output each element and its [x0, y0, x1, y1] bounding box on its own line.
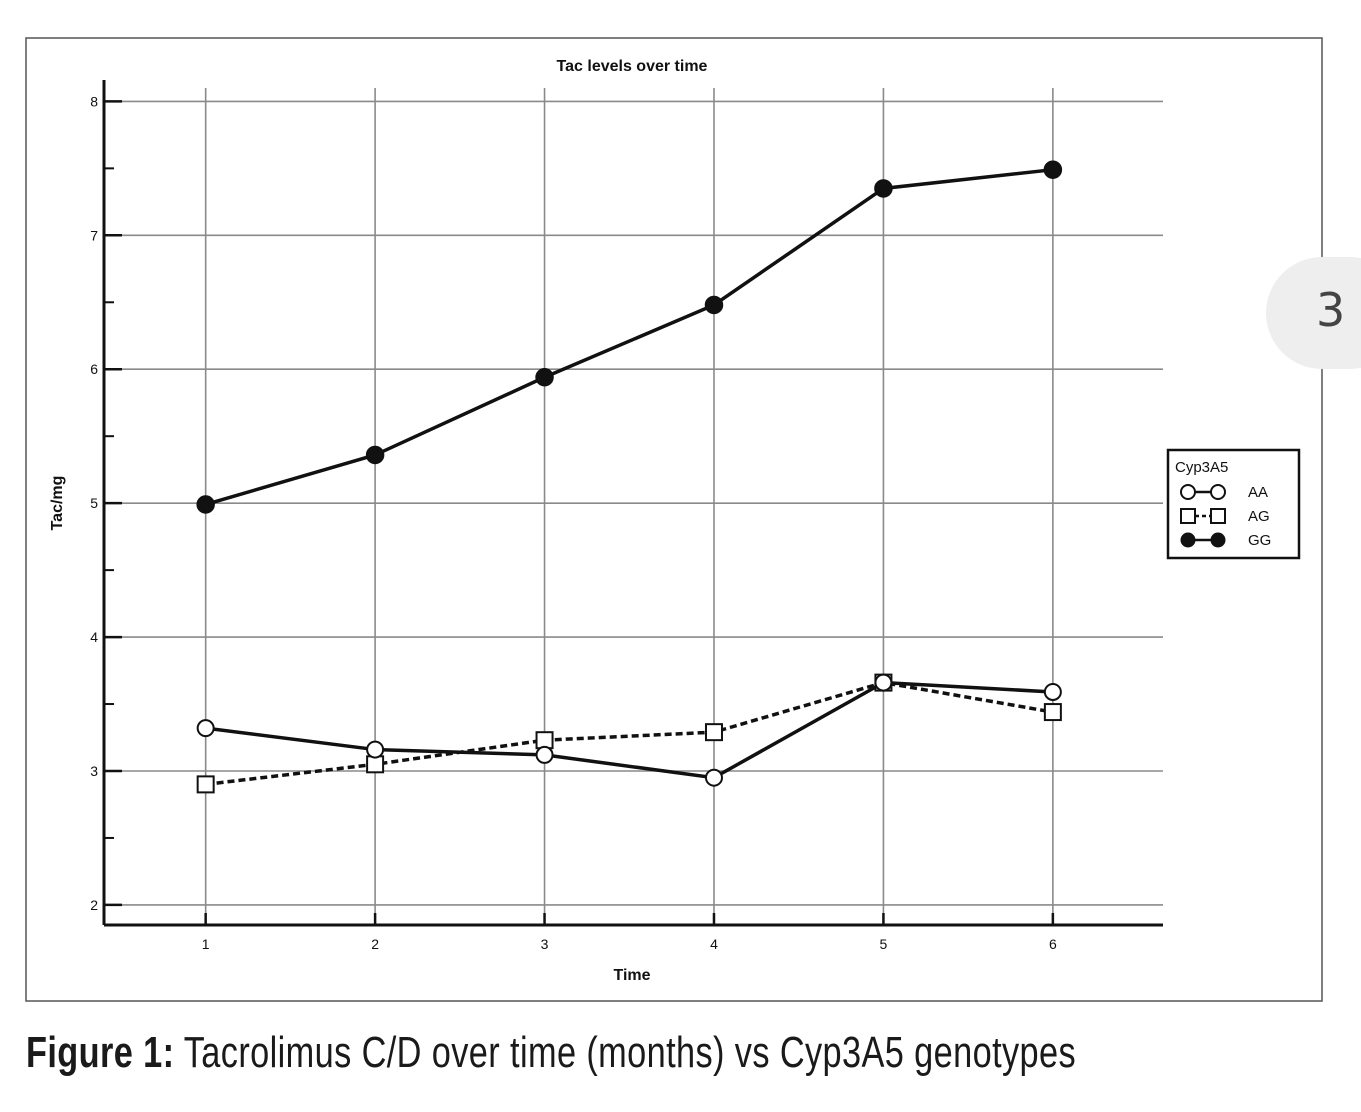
legend-entry-aa: AA — [1180, 484, 1268, 501]
series-line-gg — [205, 167, 1054, 507]
x-tick-label: 1 — [202, 936, 210, 952]
x-axis-label: Time — [613, 967, 650, 984]
series-gg — [196, 160, 1063, 514]
legend-marker — [1180, 508, 1196, 524]
data-point — [1043, 682, 1062, 701]
y-tick-label: 6 — [90, 361, 98, 377]
y-tick-label: 3 — [90, 763, 98, 779]
page-number-tab: 3 — [1266, 257, 1361, 369]
data-point — [366, 740, 385, 759]
y-tick-label: 5 — [90, 495, 98, 511]
data-point — [535, 368, 554, 387]
series-line-ag — [205, 680, 1054, 787]
y-tick-label: 7 — [90, 227, 98, 243]
data-point — [874, 179, 893, 198]
legend-marker — [1210, 532, 1226, 548]
legend-label: GG — [1248, 532, 1271, 549]
legend-entries: AA AG GG — [1180, 484, 1271, 549]
data-point — [704, 768, 723, 787]
x-tick-label: 6 — [1049, 936, 1057, 952]
x-tick-label: 2 — [371, 936, 379, 952]
series-aa — [196, 673, 1062, 787]
data-point — [1043, 703, 1062, 722]
axes: 2 3 4 5 6 7 8 1 2 3 4 5 6 — [90, 80, 1163, 952]
chart-title: Tac levels over time — [557, 58, 708, 75]
legend: Cyp3A5 AA AG GG — [1166, 448, 1301, 560]
data-point — [874, 673, 893, 692]
legend-marker — [1210, 484, 1226, 500]
legend-marker — [1210, 508, 1226, 524]
grid — [104, 88, 1163, 925]
legend-label: AA — [1248, 484, 1268, 501]
legend-label: AG — [1248, 508, 1270, 525]
data-point — [196, 775, 215, 794]
legend-marker — [1180, 532, 1196, 548]
x-tick-label: 4 — [710, 936, 718, 952]
figure-caption: Figure 1: Tacrolimus C/D over time (mont… — [26, 1028, 1076, 1078]
data-point — [1043, 160, 1063, 179]
legend-marker — [1180, 484, 1196, 500]
legend-title: Cyp3A5 — [1175, 459, 1228, 476]
data-point — [535, 745, 554, 764]
legend-entry-gg: GG — [1180, 532, 1271, 549]
chart-frame — [25, 37, 1323, 1002]
series-line-aa — [205, 680, 1053, 780]
y-tick-label: 2 — [90, 897, 98, 913]
data-point — [704, 295, 724, 315]
legend-entry-ag: AG — [1180, 508, 1270, 525]
caption-text: Tacrolimus C/D over time (months) vs Cyp… — [174, 1028, 1077, 1077]
page-number: 3 — [1316, 283, 1346, 337]
data-point — [196, 719, 215, 738]
x-tick-label: 3 — [541, 936, 549, 952]
y-tick-label: 8 — [90, 93, 98, 109]
y-axis-label: Tac/mg — [49, 476, 66, 531]
x-tick-label: 5 — [880, 936, 888, 952]
data-point — [535, 731, 554, 750]
data-point — [365, 445, 385, 465]
y-tick-label: 4 — [90, 629, 98, 645]
data-point — [704, 723, 723, 742]
series — [196, 160, 1063, 794]
caption-label: Figure 1: — [26, 1028, 175, 1077]
data-point — [366, 755, 385, 774]
data-point — [196, 495, 215, 514]
